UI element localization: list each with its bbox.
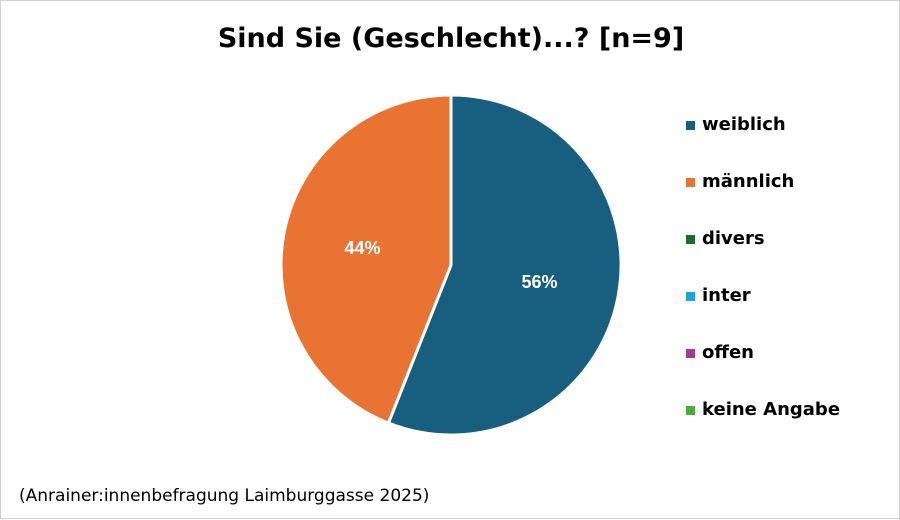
- legend-label: keine Angabe: [702, 399, 841, 420]
- legend-label: männlich: [702, 171, 795, 192]
- legend-swatch: [686, 292, 695, 301]
- legend-label: divers: [702, 228, 765, 249]
- legend-swatch: [686, 406, 695, 415]
- legend-swatch: [686, 235, 695, 244]
- chart-title: Sind Sie (Geschlecht)...? [n=9]: [217, 23, 685, 54]
- legend-label: weiblich: [702, 114, 786, 135]
- pie-slice-männlich: [279, 93, 453, 426]
- source-note: (Anrainer:innenbefragung Laimburggasse 2…: [19, 486, 430, 506]
- data-label-männlich: 44%: [344, 238, 380, 258]
- legend-swatch: [686, 349, 695, 358]
- legend-label: offen: [702, 342, 754, 363]
- legend-swatch: [686, 121, 695, 130]
- pie-slice-weiblich: [386, 93, 623, 437]
- legend-label: inter: [702, 285, 751, 306]
- legend-swatch: [686, 178, 695, 187]
- data-label-weiblich: 56%: [521, 272, 557, 292]
